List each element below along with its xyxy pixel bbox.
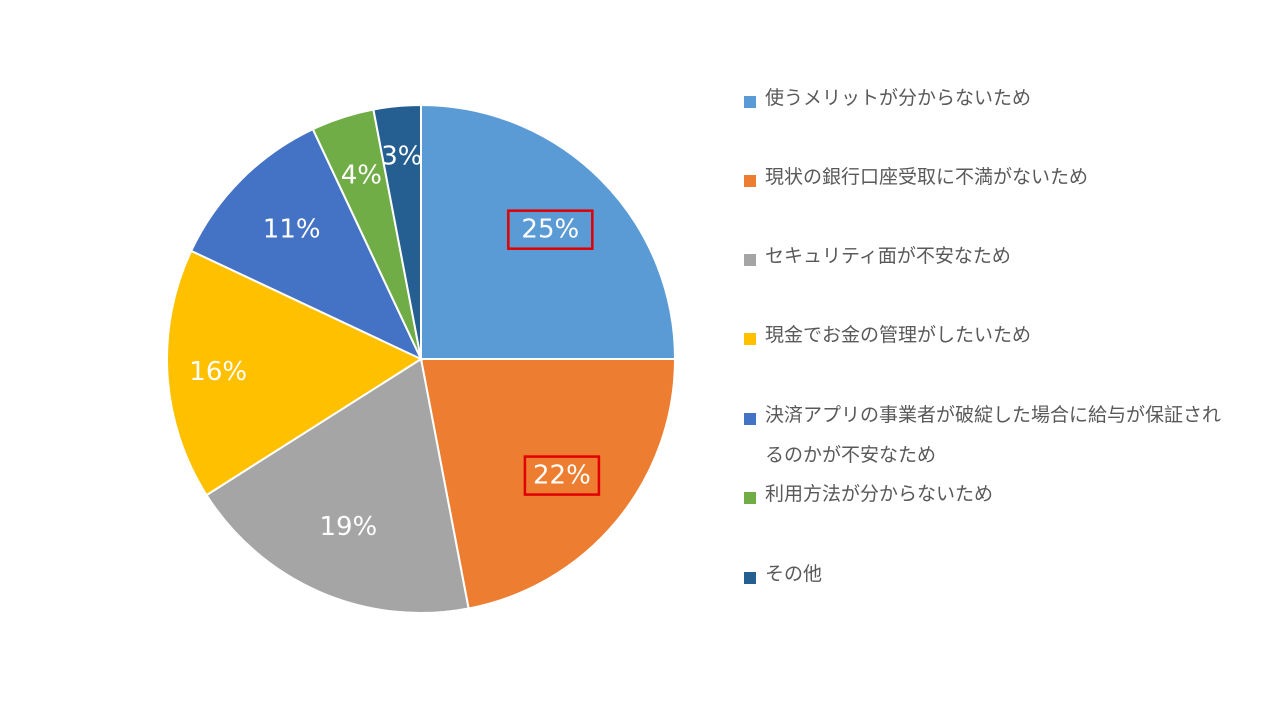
legend-swatch-7 bbox=[744, 572, 756, 584]
slice-label-7: 3% bbox=[381, 142, 422, 172]
legend-swatch-6 bbox=[744, 492, 756, 504]
legend-swatch-4 bbox=[744, 333, 756, 345]
legend-swatch-3 bbox=[744, 254, 756, 266]
pie-slice-2 bbox=[419, 358, 677, 610]
highlight-box-2 bbox=[523, 455, 601, 496]
legend-label-3: セキュリティ面が不安なため bbox=[765, 245, 1011, 267]
legend-swatch-1 bbox=[744, 96, 756, 108]
legend-label-5: 決済アプリの事業者が破綻した場合に給与が保証されるのかが不安なため bbox=[765, 404, 1222, 466]
chart-legend: 使うメリットが分からないため現状の銀行口座受取に不満がないため セキュリティ面が不… bbox=[744, 0, 1244, 720]
highlight-box-1 bbox=[507, 209, 594, 250]
pie-slice-7 bbox=[372, 103, 422, 360]
pie-data-labels: 25% 22% 19% 16% 11% 4%3% bbox=[189, 142, 601, 542]
pie-slice-4 bbox=[166, 249, 424, 497]
slice-label-6: 4% bbox=[341, 160, 382, 190]
pie-slice-5 bbox=[189, 127, 424, 362]
legend-label-2: 現状の銀行口座受取に不満がないため bbox=[765, 166, 1089, 188]
legend-label-4: 現金でお金の管理がしたいため bbox=[765, 324, 1032, 346]
pie-slice-1 bbox=[420, 103, 677, 360]
slice-label-3: 19% bbox=[319, 512, 377, 542]
legend-label-1: 使うメリットが分からないため bbox=[765, 87, 1032, 109]
slice-label-5: 11% bbox=[263, 215, 321, 245]
pie-slice-3 bbox=[205, 357, 470, 614]
legend-swatch-2 bbox=[744, 175, 756, 187]
legend-label-6: 利用方法が分からないため bbox=[765, 483, 994, 505]
slice-label-2: 22% bbox=[533, 461, 591, 491]
pie-slices bbox=[166, 103, 677, 614]
legend-swatch-5 bbox=[744, 413, 756, 425]
legend-label-7: その他 bbox=[765, 563, 823, 585]
slice-label-1: 25% bbox=[521, 215, 579, 245]
slice-label-4: 16% bbox=[189, 357, 247, 387]
